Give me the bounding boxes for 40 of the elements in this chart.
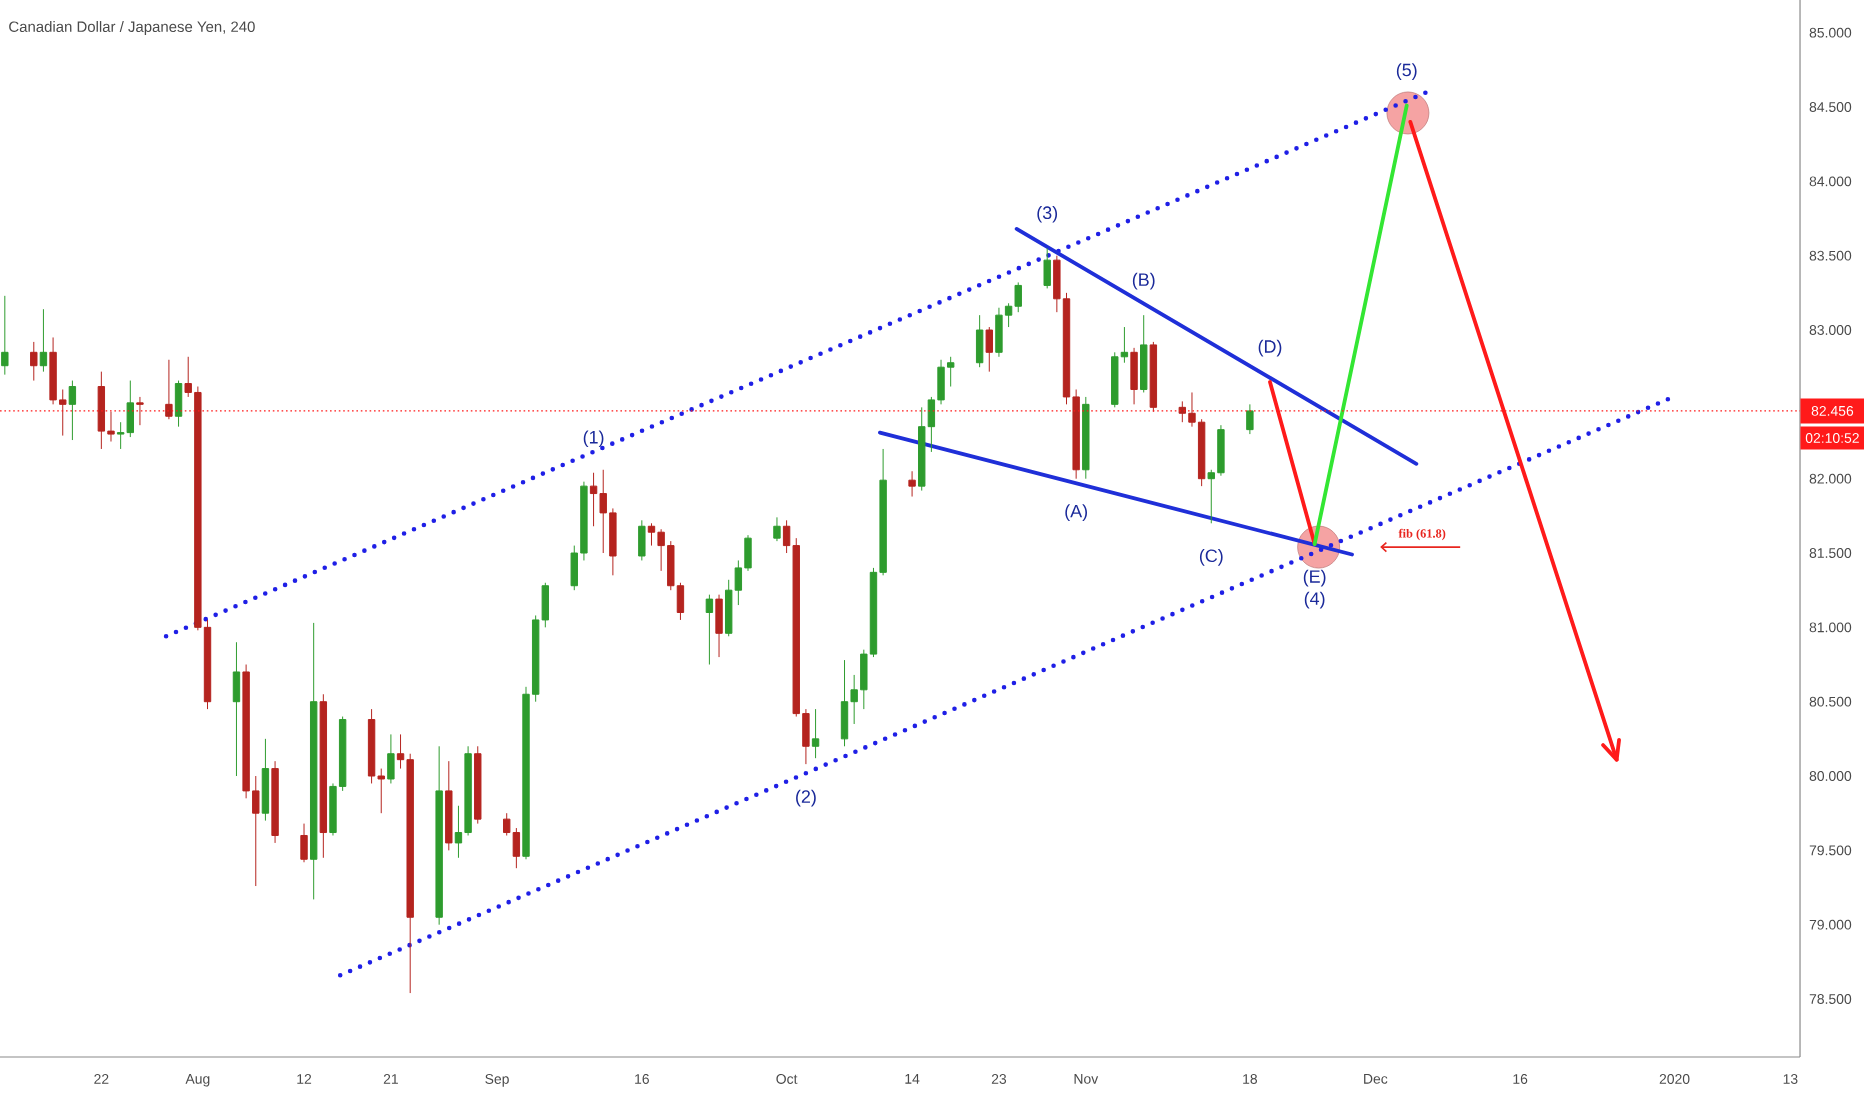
candlestick <box>39 308 48 373</box>
candlestick <box>435 745 443 926</box>
candlestick <box>1246 403 1254 435</box>
candlestick <box>30 341 38 382</box>
candlestick <box>705 594 714 666</box>
candlestick <box>319 693 328 859</box>
candlestick <box>1130 347 1138 405</box>
candlestick <box>638 519 646 561</box>
candlestick <box>1 295 9 376</box>
annotation: (4) <box>1304 591 1325 609</box>
candlestick <box>300 823 308 863</box>
candlestick <box>261 738 270 822</box>
candlestick <box>811 708 820 759</box>
annotation: (5) <box>1396 63 1417 80</box>
annotation: (1) <box>583 430 604 448</box>
candlestick <box>908 470 916 498</box>
candlestick <box>68 380 77 441</box>
annotation: (A) <box>1065 504 1088 522</box>
candlestick <box>271 760 279 844</box>
annotation: (3) <box>1037 205 1058 223</box>
annotation: (D) <box>1258 339 1282 357</box>
annotation: (2) <box>796 789 816 807</box>
candlestick <box>1082 396 1090 480</box>
annotation: (B) <box>1132 272 1155 290</box>
candlestick <box>165 359 173 420</box>
candlestick <box>1149 341 1158 413</box>
candlestick <box>715 594 723 658</box>
candlestick <box>309 622 318 900</box>
candlestick <box>474 745 482 825</box>
annotation: (C) <box>1199 548 1223 566</box>
candlestick <box>445 760 453 851</box>
candlestick <box>232 641 241 777</box>
annotation: (E) <box>1303 569 1326 587</box>
candlestick <box>136 396 144 426</box>
candlestick <box>1043 247 1051 289</box>
candlestick <box>975 314 984 368</box>
candlestick <box>773 516 781 542</box>
candlestick <box>1140 314 1148 393</box>
candlestick <box>985 326 993 373</box>
candlestick <box>387 733 395 784</box>
